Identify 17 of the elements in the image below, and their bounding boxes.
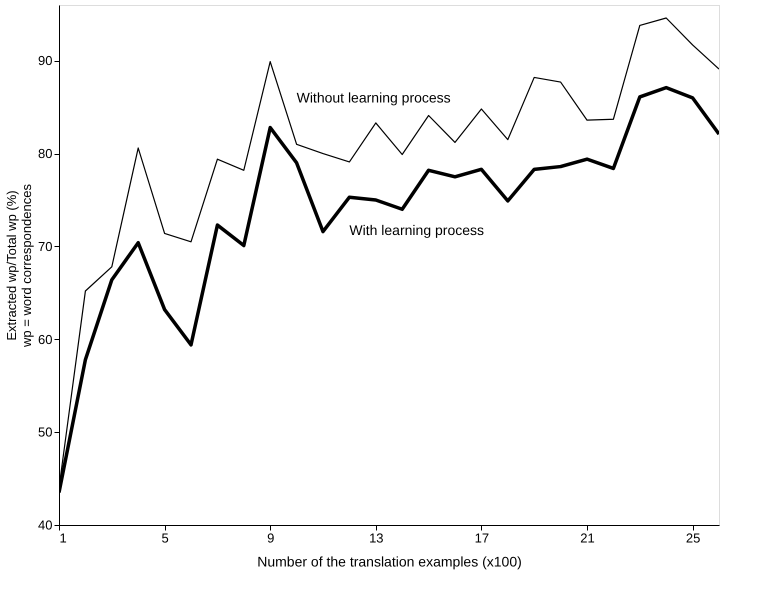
y-tick-label: 60 — [38, 332, 52, 347]
x-tick-label: 21 — [580, 530, 595, 546]
x-axis-title: Number of the translation examples (x100) — [257, 554, 522, 570]
y-tick-label: 50 — [38, 424, 52, 440]
x-tick-label: 9 — [267, 530, 274, 546]
x-tick-label: 5 — [161, 530, 169, 546]
x-tick-label: 17 — [474, 530, 490, 546]
series-label: Without learning process — [296, 89, 451, 106]
x-tick-label: 1 — [60, 530, 67, 546]
y-tick-label: 80 — [38, 146, 52, 162]
y-axis-title: Extracted wp/Total wp (%) wp = word correspondences — [4, 184, 34, 348]
y-tick-label: 70 — [38, 238, 52, 254]
x-tick-label: 13 — [369, 530, 384, 546]
series-label: With learning process — [349, 222, 484, 238]
y-tick-label: 90 — [38, 53, 52, 68]
y-tick-label: 40 — [38, 518, 52, 532]
x-tick-label: 25 — [686, 530, 700, 546]
